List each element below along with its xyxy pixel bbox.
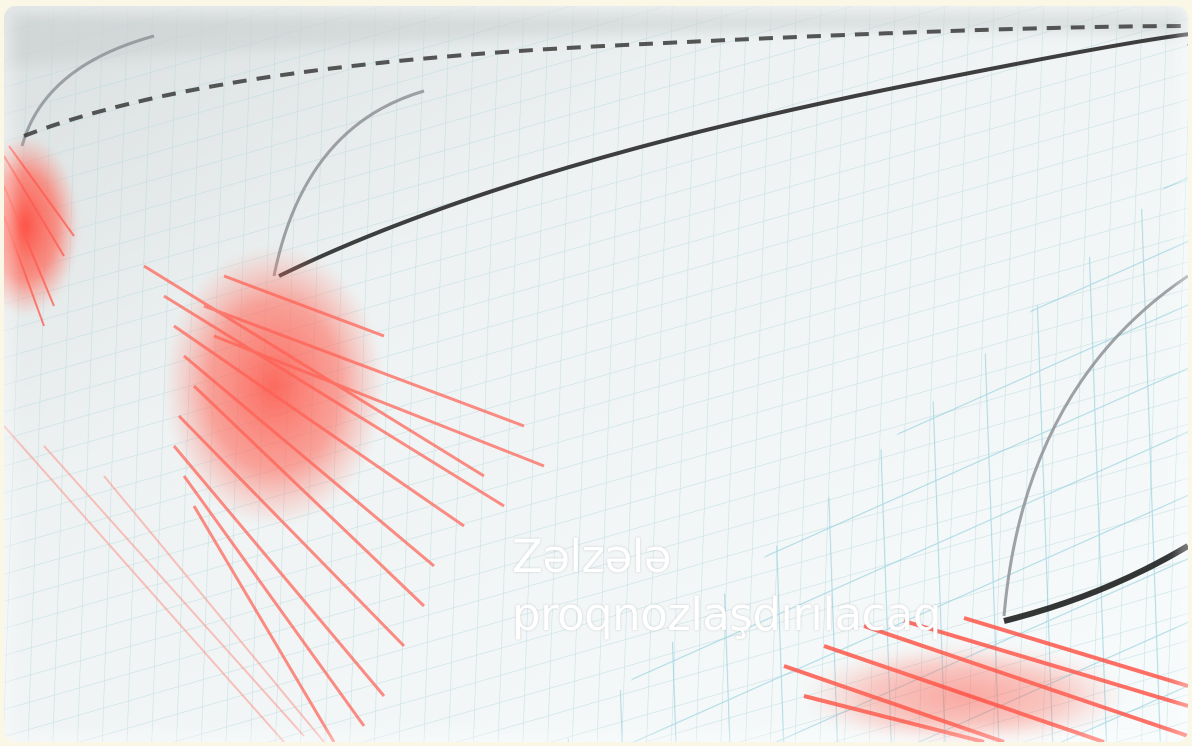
headline: Zəlzələ proqnozlaşdırılacaq [512, 528, 941, 644]
photo-card: Zəlzələ proqnozlaşdırılacaq [4, 6, 1188, 742]
headline-line-1: Zəlzələ [512, 530, 672, 583]
headline-line-2: proqnozlaşdırılacaq [512, 588, 941, 641]
seismograph-photo [4, 6, 1188, 742]
